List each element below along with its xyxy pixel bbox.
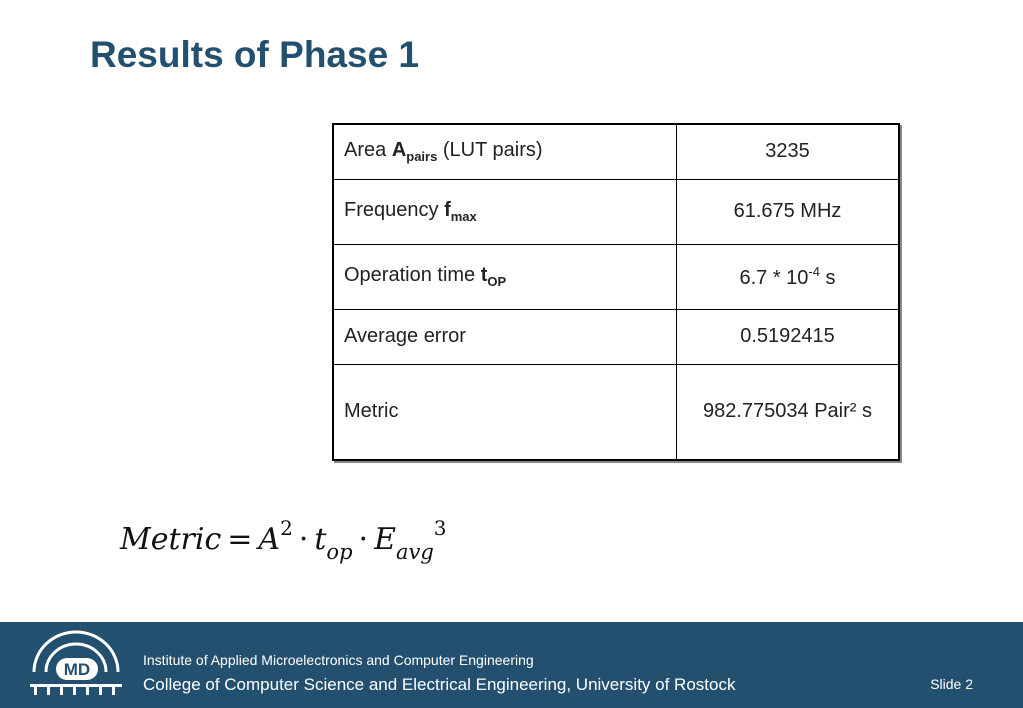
row-label: Frequency fmax <box>332 178 677 245</box>
results-table: Area Apairs (LUT pairs) 3235 Frequency f… <box>332 123 900 461</box>
footer-bar: MD Institute of Applied Microelectronics… <box>0 622 1023 708</box>
formula-dot: · <box>358 522 369 557</box>
logo-text: MD <box>64 660 90 679</box>
row-value: 3235 <box>676 123 900 180</box>
slide-number: Slide 2 <box>930 676 973 692</box>
formula-error-exponent: 3 <box>433 516 447 540</box>
table-row: Metric 982.775034 Pair² s <box>332 363 900 461</box>
row-label: Operation time tOP <box>332 243 677 310</box>
formula-time: t <box>314 522 327 557</box>
slide-title: Results of Phase 1 <box>90 34 420 75</box>
formula-area: A <box>258 522 281 557</box>
row-label: Area Apairs (LUT pairs) <box>332 123 677 180</box>
formula-error-subscript: avg <box>395 540 434 564</box>
table-row: Average error 0.5192415 <box>332 308 900 365</box>
formula-lhs: Metric <box>120 522 222 557</box>
formula-time-subscript: op <box>326 540 353 564</box>
row-value: 6.7 * 10-4 s <box>676 243 900 310</box>
row-value: 0.5192415 <box>676 308 900 365</box>
row-value: 982.775034 Pair² s <box>676 363 900 461</box>
row-label: Average error <box>332 308 677 365</box>
formula-error: E <box>374 522 396 557</box>
table-row: Frequency fmax 61.675 MHz <box>332 178 900 245</box>
row-label: Metric <box>332 363 677 461</box>
row-value: 61.675 MHz <box>676 178 900 245</box>
college-name: College of Computer Science and Electric… <box>143 675 736 694</box>
institute-logo: MD <box>30 630 122 695</box>
formula-equals: = <box>227 522 253 557</box>
formula-dot: · <box>298 522 309 557</box>
formula-area-exponent: 2 <box>280 516 293 540</box>
metric-formula: Metric = A2 · top · Eavg3 <box>120 516 447 564</box>
table-row: Area Apairs (LUT pairs) 3235 <box>332 123 900 180</box>
institute-name: Institute of Applied Microelectronics an… <box>143 652 534 668</box>
table-row: Operation time tOP 6.7 * 10-4 s <box>332 243 900 310</box>
